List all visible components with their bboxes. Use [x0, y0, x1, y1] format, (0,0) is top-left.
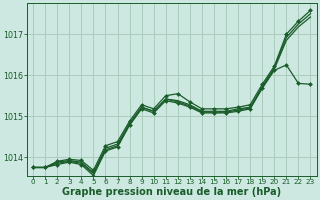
X-axis label: Graphe pression niveau de la mer (hPa): Graphe pression niveau de la mer (hPa) [62, 187, 281, 197]
